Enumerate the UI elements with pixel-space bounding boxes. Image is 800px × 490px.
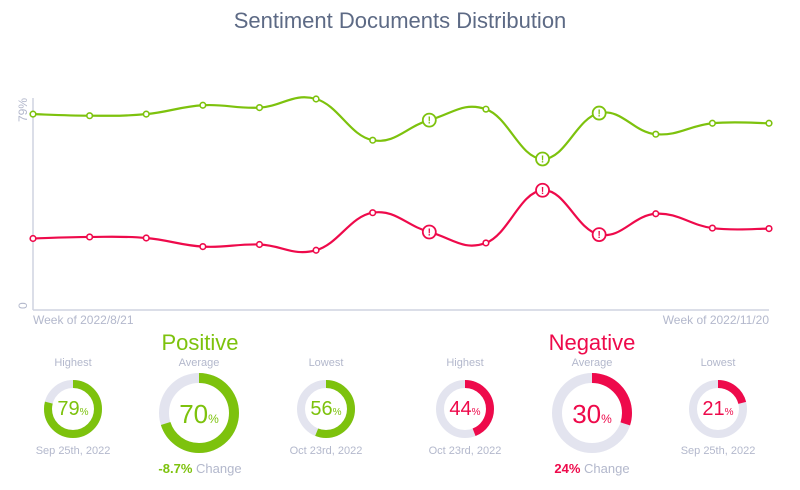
gauge-value: 79% [13,398,133,421]
donut-fill [552,373,632,453]
gauge-date: Oct 23rd, 2022 [428,445,502,457]
negative-data-point[interactable] [765,224,773,233]
positive-data-point[interactable] [86,112,94,120]
negative-change: 24% Change [492,461,692,476]
donut-fill [436,380,494,438]
gauge-unit: % [208,412,219,426]
negative-series-line [32,189,770,254]
positive-alert-point[interactable]: ! [421,112,437,128]
positive-change-value: -8.7% [158,461,193,476]
donut-ring [297,380,355,438]
donut-fill [44,380,102,438]
donut-ring [44,380,102,438]
positive-data-point[interactable] [255,104,264,112]
negative-data-point[interactable] [369,209,377,217]
gauge-label: Highest [446,357,484,369]
positive-data-point[interactable] [312,95,320,103]
positive-data-point[interactable] [765,119,773,127]
negative-change-label: Change [584,461,630,476]
y-tick-label-max: 79% [16,98,30,122]
gauge-date: Sep 25th, 2022 [680,445,756,457]
gauge-unit: % [601,412,612,426]
negative-average-gauge: Average 30% [532,357,652,467]
gauge-value: 44% [405,398,525,421]
donut-fill [297,380,355,438]
positive-alert-point[interactable]: ! [535,151,550,167]
gauge-number: 70 [179,399,209,429]
negative-alert-point[interactable]: ! [535,182,550,198]
positive-data-point[interactable] [142,110,150,118]
exclamation-icon: ! [428,116,431,127]
donut-fill [689,380,747,438]
negative-data-point[interactable] [708,224,716,232]
positive-alert-point[interactable]: ! [591,105,607,121]
negative-title: Negative [548,330,636,355]
positive-data-point[interactable] [708,119,716,127]
negative-data-point[interactable] [199,242,207,251]
gauge-label: Highest [54,357,92,369]
donut-ring [552,373,632,453]
exclamation-icon: ! [428,227,431,238]
negative-data-point[interactable] [142,234,150,242]
gauge-number: 79 [57,398,80,420]
exclamation-icon: ! [597,109,600,120]
gauge-value: 70% [139,399,259,430]
chart-title: Sentiment Documents Distribution [233,8,567,33]
negative-data-point[interactable] [86,233,94,241]
gauge-number: 30 [572,399,602,429]
x-label-last: Week of 2022/11/20 [663,313,770,327]
positive-change: -8.7% Change [100,461,300,476]
gauge-number: 56 [310,398,333,420]
x-label-first: Week of 2022/8/21 [33,313,134,327]
y-tick-label-min: 0 [16,302,30,309]
positive-series-line [32,96,770,161]
negative-highest-gauge: Highest 44% Oct 23rd, 2022 [405,357,525,467]
positive-average-gauge: Average 70% [139,357,259,467]
negative-data-point[interactable] [312,246,320,254]
donut-ring [436,380,494,438]
donut-ring [159,373,239,453]
donut-fill [159,373,239,453]
negative-data-point[interactable] [255,240,264,249]
positive-data-point[interactable] [29,110,37,118]
gauge-label: Lowest [308,357,344,369]
exclamation-icon: ! [597,230,600,241]
gauge-date: Oct 23rd, 2022 [289,445,363,457]
positive-highest-gauge: Highest 79% Sep 25th, 2022 [13,357,133,467]
gauge-label: Average [178,357,220,369]
negative-data-point[interactable] [29,234,37,243]
gauge-unit: % [724,407,734,418]
positive-data-point[interactable] [369,136,377,144]
gauge-label: Lowest [700,357,736,369]
gauge-label: Average [571,357,613,369]
gauge-unit: % [79,407,89,418]
gauge-value: 30% [532,399,652,430]
positive-data-point[interactable] [482,105,490,113]
positive-change-label: Change [196,461,242,476]
gauge-unit: % [332,407,342,418]
exclamation-icon: ! [541,154,544,165]
negative-alert-point[interactable]: ! [591,227,607,242]
negative-lowest-gauge: Lowest 21% Sep 25th, 2022 [658,357,778,467]
donut-ring [689,380,747,438]
positive-data-point[interactable] [199,101,207,109]
gauge-value: 56% [266,398,386,421]
gauge-number: 44 [449,398,472,420]
gauge-date: Sep 25th, 2022 [35,445,111,457]
negative-alert-point[interactable]: ! [421,224,437,240]
line-chart: 79% 0 Week of 2022/8/21 Week of 2022/11/… [16,95,773,327]
gauge-unit: % [471,407,481,418]
positive-data-point[interactable] [652,130,660,138]
gauge-value: 21% [658,398,778,421]
negative-data-point[interactable] [482,239,490,247]
exclamation-icon: ! [541,186,544,197]
positive-title: Positive [161,330,239,355]
gauge-number: 21 [702,398,725,420]
positive-lowest-gauge: Lowest 56% Oct 23rd, 2022 [266,357,386,467]
negative-data-point[interactable] [652,210,660,218]
negative-change-value: 24% [554,461,581,476]
